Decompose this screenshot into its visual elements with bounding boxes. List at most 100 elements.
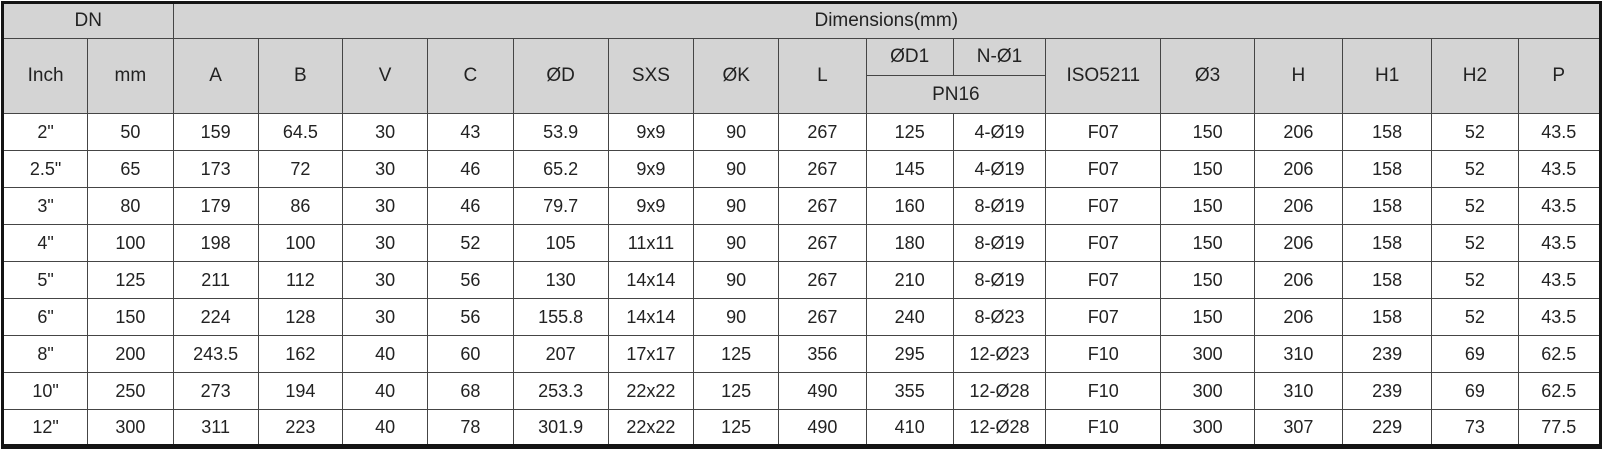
table-cell: 40: [342, 372, 429, 410]
table-cell: 211: [172, 261, 259, 299]
table-cell: 145: [865, 150, 954, 188]
table-cell: 90: [693, 298, 780, 336]
table-cell: 30: [342, 187, 429, 225]
table-row: 6" 150 224 128 30 56 155.8 14x14 90 267 240 8-Ø23 F0…: [1, 298, 1602, 336]
table-cell: 105: [512, 224, 609, 262]
table-cell: F10: [1045, 372, 1162, 410]
table-cell: 158: [1341, 261, 1433, 299]
table-cell: F10: [1045, 409, 1162, 447]
table-cell: 150: [1160, 113, 1255, 151]
table-cell: 9x9: [607, 113, 695, 151]
table-cell: 12-Ø28: [952, 409, 1047, 447]
table-cell: 8": [1, 335, 89, 373]
table-row: 5" 125 211 112 30 56 130 14x14 90 267 210 8-Ø19 F07 1…: [1, 261, 1602, 299]
table-cell: 310: [1253, 372, 1344, 410]
table-cell: 125: [693, 409, 780, 447]
column-header-o3: Ø3: [1160, 38, 1255, 114]
table-cell: 80: [87, 187, 174, 225]
table-cell: 273: [172, 372, 259, 410]
table-cell: 130: [512, 261, 609, 299]
table-cell: 8-Ø19: [952, 261, 1047, 299]
table-cell: 310: [1253, 335, 1344, 373]
table-cell: 158: [1341, 298, 1433, 336]
table-cell: 60: [427, 335, 514, 373]
table-cell: 52: [1431, 224, 1519, 262]
table-cell: 158: [1341, 224, 1433, 262]
table-cell: 79.7: [512, 187, 609, 225]
table-cell: 56: [427, 261, 514, 299]
table-cell: 53.9: [512, 113, 609, 151]
header-group-row: DN Dimensions(mm): [2, 2, 1602, 39]
table-cell: 173: [172, 150, 259, 188]
table-cell: 9x9: [607, 150, 695, 188]
table-row: 12" 300 311 223 40 78 301.9 22x22 125 490 410 12-Ø2…: [1, 409, 1602, 447]
table-cell: 295: [865, 335, 954, 373]
table-row: 2.5" 65 173 72 30 46 65.2 9x9 90 267 145 4-Ø19 F07 15…: [1, 150, 1602, 188]
table-cell: 43.5: [1517, 113, 1602, 151]
dn-group-header: DN: [2, 2, 174, 39]
table-cell: 158: [1341, 187, 1433, 225]
table-cell: 43.5: [1517, 298, 1602, 336]
table-cell: 224: [172, 298, 259, 336]
table-cell: 9x9: [607, 187, 695, 225]
table-cell: 43.5: [1517, 224, 1602, 262]
column-header-iso5211: ISO5211: [1045, 38, 1162, 114]
table-cell: 229: [1341, 409, 1433, 447]
table-cell: 355: [865, 372, 954, 410]
table-cell: 150: [1160, 224, 1255, 262]
table-cell: 52: [1431, 298, 1519, 336]
table-cell: 14x14: [607, 298, 695, 336]
column-header-mm: mm: [87, 38, 174, 114]
column-header-ok: ØK: [693, 38, 780, 114]
column-header-l: L: [778, 38, 867, 114]
table-cell: 490: [778, 409, 867, 447]
table-cell: 160: [865, 187, 954, 225]
table-cell: 4-Ø19: [952, 150, 1047, 188]
table-cell: 2.5": [1, 150, 89, 188]
table-cell: F07: [1045, 298, 1162, 336]
column-header-n-o1: N-Ø1: [952, 38, 1047, 76]
pn16-subheader: PN16: [865, 75, 1047, 114]
table-cell: 65.2: [512, 150, 609, 188]
column-header-sxs: SXS: [607, 38, 695, 114]
table-cell: 223: [257, 409, 344, 447]
table-cell: 90: [693, 224, 780, 262]
table-cell: 68: [427, 372, 514, 410]
table-cell: 210: [865, 261, 954, 299]
table-cell: 73: [1431, 409, 1519, 447]
table-cell: 128: [257, 298, 344, 336]
table-cell: 311: [172, 409, 259, 447]
table-cell: 77.5: [1517, 409, 1602, 447]
column-header-h1: H1: [1341, 38, 1433, 114]
table-cell: 52: [1431, 113, 1519, 151]
table-cell: 78: [427, 409, 514, 447]
table-cell: F07: [1045, 150, 1162, 188]
table-cell: 250: [87, 372, 174, 410]
table-cell: 65: [87, 150, 174, 188]
table-cell: 125: [693, 335, 780, 373]
column-header-od1: ØD1: [865, 38, 954, 76]
table-cell: 40: [342, 335, 429, 373]
table-cell: 267: [778, 150, 867, 188]
table-cell: 10": [1, 372, 89, 410]
table-cell: 62.5: [1517, 335, 1602, 373]
table-cell: 43.5: [1517, 261, 1602, 299]
table-cell: 3": [1, 187, 89, 225]
table-cell: 4-Ø19: [952, 113, 1047, 151]
table-cell: 5": [1, 261, 89, 299]
table-cell: 490: [778, 372, 867, 410]
table-cell: 8-Ø19: [952, 224, 1047, 262]
table-cell: 43.5: [1517, 187, 1602, 225]
column-header-v: V: [342, 38, 429, 114]
table-cell: 125: [87, 261, 174, 299]
table-row: 3" 80 179 86 30 46 79.7 9x9 90 267 160 8-Ø19 F07 150 2…: [1, 187, 1602, 225]
table-cell: 240: [865, 298, 954, 336]
table-cell: 12-Ø23: [952, 335, 1047, 373]
table-cell: 64.5: [257, 113, 344, 151]
table-cell: 267: [778, 261, 867, 299]
dimensions-table: DN Dimensions(mm) Inch mm A B V C ØD SXS…: [1, 1, 1602, 449]
table-cell: 90: [693, 150, 780, 188]
table-cell: 112: [257, 261, 344, 299]
table-cell: 243.5: [172, 335, 259, 373]
